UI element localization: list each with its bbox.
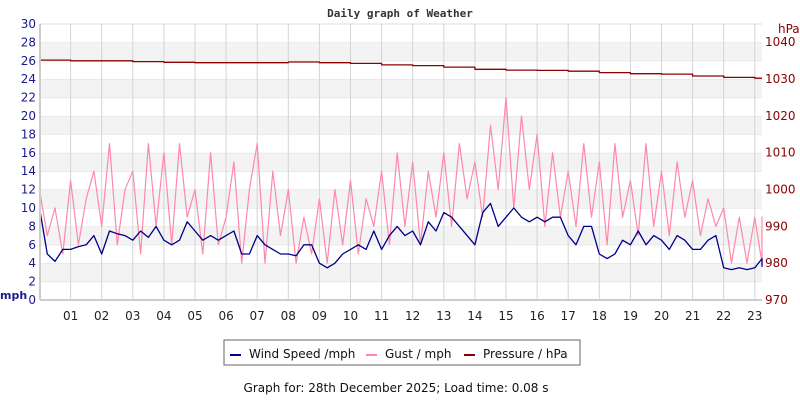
left-tick-label: 22 xyxy=(21,91,36,105)
series-line-wind xyxy=(38,202,763,271)
x-tick-label: 02 xyxy=(94,309,109,323)
right-tick-label: 1000 xyxy=(765,182,796,196)
x-tick-label: 05 xyxy=(187,309,202,323)
x-tick-label: 13 xyxy=(436,309,451,323)
x-tick-label: 11 xyxy=(374,309,389,323)
x-tick-label: 04 xyxy=(156,309,171,323)
left-tick-label: 4 xyxy=(28,256,36,270)
left-tick-label: 26 xyxy=(21,54,36,68)
x-tick-label: 10 xyxy=(343,309,358,323)
right-tick-label: 1040 xyxy=(765,35,796,49)
left-tick-label: 30 xyxy=(21,17,36,31)
legend-label-wind: Wind Speed /mph xyxy=(249,347,355,361)
x-tick-label: 15 xyxy=(498,309,513,323)
grid-band xyxy=(40,244,762,264)
x-tick-label: 03 xyxy=(125,309,140,323)
x-tick-label: 18 xyxy=(592,309,607,323)
left-tick-label: 0 xyxy=(28,293,36,307)
grid-band xyxy=(40,116,762,135)
left-tick-label: 16 xyxy=(21,146,36,160)
left-tick-label: 12 xyxy=(21,183,36,197)
grid-band xyxy=(40,281,762,300)
grid-band xyxy=(40,134,762,153)
right-tick-label: 990 xyxy=(765,219,788,233)
x-tick-label: 01 xyxy=(63,309,78,323)
grid-band xyxy=(40,208,762,227)
x-tick-label: 14 xyxy=(467,309,482,323)
grid-band xyxy=(40,189,762,208)
grid-band xyxy=(40,24,762,43)
x-tick-label: 17 xyxy=(561,309,576,323)
left-tick-label: 8 xyxy=(28,219,36,233)
x-tick-label: 09 xyxy=(312,309,327,323)
grid-bands xyxy=(40,23,762,300)
x-tick-label: 08 xyxy=(281,309,296,323)
x-tick-label: 07 xyxy=(250,309,265,323)
series-lines xyxy=(38,59,763,271)
series-line-pressure xyxy=(39,59,762,79)
left-tick-label: 6 xyxy=(28,238,36,252)
grid-band xyxy=(40,79,762,98)
left-tick-label: 10 xyxy=(21,201,36,215)
grid-band xyxy=(40,171,762,190)
x-tick-label: 12 xyxy=(405,309,420,323)
x-tick-label: 23 xyxy=(747,309,762,323)
x-tick-label: 16 xyxy=(529,309,544,323)
legend-label-pressure: Pressure / hPa xyxy=(483,347,568,361)
left-tick-label: 14 xyxy=(21,164,36,178)
grid-band xyxy=(40,152,762,172)
left-tick-label: 2 xyxy=(28,275,36,289)
left-axis-label: mph xyxy=(0,289,27,302)
left-tick-label: 28 xyxy=(21,35,36,49)
right-tick-label: 970 xyxy=(765,293,788,307)
legend: Wind Speed /mph Gust / mph Pressure / hP… xyxy=(223,339,581,366)
x-tick-label: 19 xyxy=(623,309,638,323)
grid-band xyxy=(40,60,762,80)
axes: 01 02 03 04 05 06 07 08 09 10 11 12 13 14 15 16 17 18 19 20… xyxy=(21,17,796,323)
x-tick-label: 06 xyxy=(218,309,233,323)
x-tick-label: 21 xyxy=(685,309,700,323)
x-tick-label: 22 xyxy=(716,309,731,323)
legend-box xyxy=(223,339,581,366)
series-line-gust xyxy=(38,97,763,264)
chart-title: Daily graph of Weather xyxy=(327,7,473,20)
right-axis-label: hPa xyxy=(778,22,800,36)
right-tick-label: 1030 xyxy=(765,72,796,86)
left-tick-label: 20 xyxy=(21,109,36,123)
left-tick-label: 24 xyxy=(21,72,36,86)
right-tick-label: 1010 xyxy=(765,146,796,160)
legend-label-gust: Gust / mph xyxy=(385,347,451,361)
right-tick-label: 980 xyxy=(765,256,788,270)
left-tick-label: 18 xyxy=(21,127,36,141)
right-tick-label: 1020 xyxy=(765,109,796,123)
x-tick-label: 20 xyxy=(654,309,669,323)
grid-band xyxy=(40,263,762,282)
grid-band xyxy=(40,42,762,61)
footer-text: Graph for: 28th December 2025; Load time… xyxy=(244,381,549,395)
grid-band xyxy=(40,97,762,116)
